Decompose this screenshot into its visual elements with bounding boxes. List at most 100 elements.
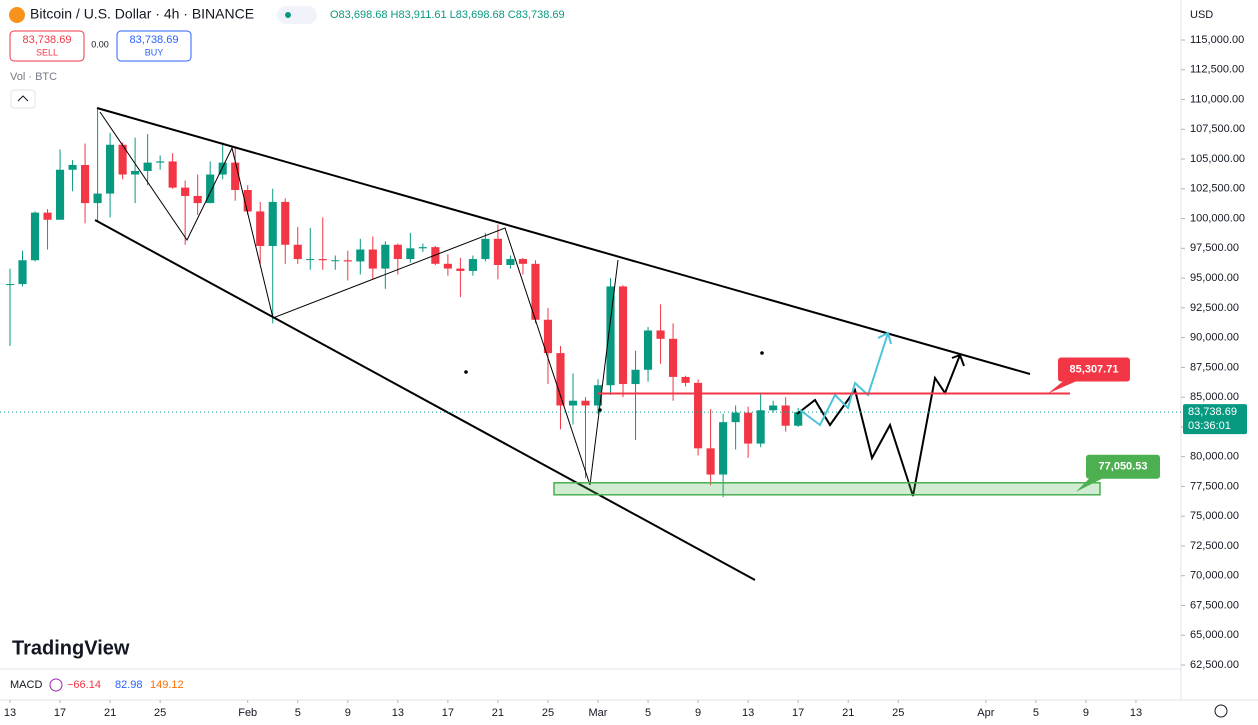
x-tick-label: 21 [104,707,116,719]
candle-body [656,330,665,339]
candle-body [631,369,640,385]
x-tick-label: 25 [154,707,166,719]
macd-icon [49,678,63,692]
y-tick-label: 107,500.00 [1190,123,1245,135]
macd-value: 149.12 [150,679,184,691]
sell-button[interactable] [9,30,85,62]
x-tick-label: Apr [977,707,994,719]
candle-body [193,195,202,204]
candle-body [156,161,165,163]
candle-body [643,330,653,370]
candle-body [531,263,540,320]
x-tick-label: 17 [54,707,66,719]
x-tick-label: 13 [1130,707,1142,719]
candle-body [81,165,90,204]
x-tick-label: Mar [589,707,608,719]
candle-body [356,249,365,262]
trendline [94,219,756,581]
trendline [96,107,1031,375]
candle-body [43,212,52,220]
dot [760,351,764,355]
y-tick-label: 80,000.00 [1190,451,1239,463]
btc-icon [9,7,25,23]
candle-body [769,405,778,411]
settings-icon[interactable] [1214,704,1228,718]
x-tick-label: 17 [442,707,454,719]
logo: TradingView [12,637,130,659]
candle-body [18,260,27,285]
dot [464,370,468,374]
forecast-path [799,332,889,427]
candle-body [406,248,415,260]
candle-body [381,244,390,269]
support-zone [553,482,1101,496]
candle-body [206,174,215,204]
candle-body [218,162,227,175]
candle-body [506,259,515,265]
candle-body [55,169,65,220]
y-tick-label: 87,500.00 [1190,361,1239,373]
candle-body [481,238,490,260]
candle-body [556,353,565,406]
ohlc: O83,698.68 H83,911.61 L83,698.68 C83,738… [330,9,565,21]
candle-body [168,161,177,188]
candle-body [781,405,790,426]
candle-body [706,448,715,475]
candle-body [493,238,502,265]
collapse-button[interactable] [10,89,36,109]
sell-price: 83,738.69 [23,34,72,46]
level-pointer [1076,477,1104,492]
candle-body [331,260,340,262]
candle-body [606,286,615,386]
symbol[interactable]: Bitcoin / U.S. Dollar · 4h · BINANCE [30,6,254,22]
candle-body [118,144,127,175]
candle-body [368,249,377,269]
candle-body [318,259,327,261]
x-tick-label: 25 [892,707,904,719]
y-tick-label: 62,500.00 [1190,659,1239,671]
candle-body [306,259,315,261]
y-tick-label: 97,500.00 [1190,242,1239,254]
candle-body [681,376,690,383]
candle-body [669,338,678,377]
candle-body [456,268,465,271]
y-tick-label: 70,000.00 [1190,570,1239,582]
y-tick-label: 100,000.00 [1190,212,1245,224]
x-tick-label: 9 [695,707,701,719]
candle-body [418,247,427,249]
spread: 0.00 [91,39,109,49]
arrow-head [877,331,892,345]
level-label-bg [1086,454,1160,479]
y-tick-label: 90,000.00 [1190,332,1239,344]
currency[interactable]: USD [1190,9,1213,21]
x-tick-label: 5 [645,707,651,719]
candle-body [30,212,40,261]
candle-body [281,201,290,245]
countdown: 03:36:01 [1188,420,1231,432]
y-tick-label: 75,000.00 [1190,510,1239,522]
y-tick-label: 65,000.00 [1190,629,1239,641]
status-pill[interactable] [277,6,317,24]
candle-body [343,260,352,262]
y-tick-label: 77,500.00 [1190,480,1239,492]
candle-body [5,284,15,286]
x-tick-label: 9 [345,707,351,719]
candle-body [593,385,603,406]
level-label: 77,050.53 [1099,461,1148,473]
x-tick-label: 21 [492,707,504,719]
candle-body [468,259,477,271]
candle-body [756,410,765,444]
level-label-bg [1058,357,1130,382]
x-tick-label: 5 [295,707,301,719]
x-tick-label: 13 [392,707,404,719]
x-tick-label: Feb [238,707,257,719]
candle-body [581,400,590,406]
x-tick-label: 21 [842,707,854,719]
buy-button[interactable] [116,30,192,62]
candle-body [518,259,528,264]
y-tick-label: 110,000.00 [1190,93,1244,105]
candles [5,107,803,498]
candle-body [694,382,703,449]
price-label: 83,738.69 [1188,406,1237,418]
